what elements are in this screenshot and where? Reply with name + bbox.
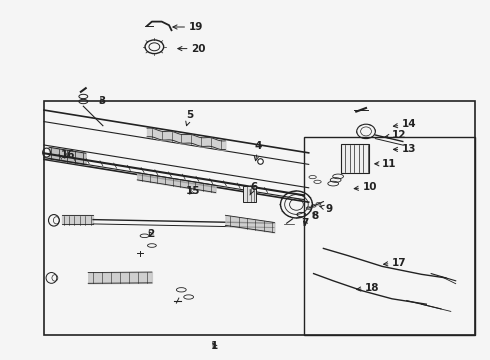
Text: 9: 9 xyxy=(320,204,333,214)
Bar xyxy=(44,101,475,335)
Text: 17: 17 xyxy=(384,258,407,268)
Text: 4: 4 xyxy=(254,141,262,161)
Text: 7: 7 xyxy=(301,218,309,228)
Bar xyxy=(304,137,475,335)
Text: 3: 3 xyxy=(98,96,105,106)
Text: 1: 1 xyxy=(211,341,218,351)
Text: 14: 14 xyxy=(393,119,416,129)
Bar xyxy=(341,144,369,173)
Text: 13: 13 xyxy=(393,144,416,154)
Text: 8: 8 xyxy=(311,211,318,221)
Text: 16: 16 xyxy=(61,150,76,160)
Text: 20: 20 xyxy=(178,44,206,54)
Text: 5: 5 xyxy=(186,110,194,126)
Text: 12: 12 xyxy=(385,130,407,140)
Text: 11: 11 xyxy=(375,159,397,169)
Text: 15: 15 xyxy=(186,186,201,196)
Text: 18: 18 xyxy=(357,283,380,293)
Text: 10: 10 xyxy=(354,182,377,192)
Text: 6: 6 xyxy=(250,182,257,195)
Text: 2: 2 xyxy=(147,229,154,239)
Text: 19: 19 xyxy=(173,22,203,32)
Bar xyxy=(243,186,256,202)
